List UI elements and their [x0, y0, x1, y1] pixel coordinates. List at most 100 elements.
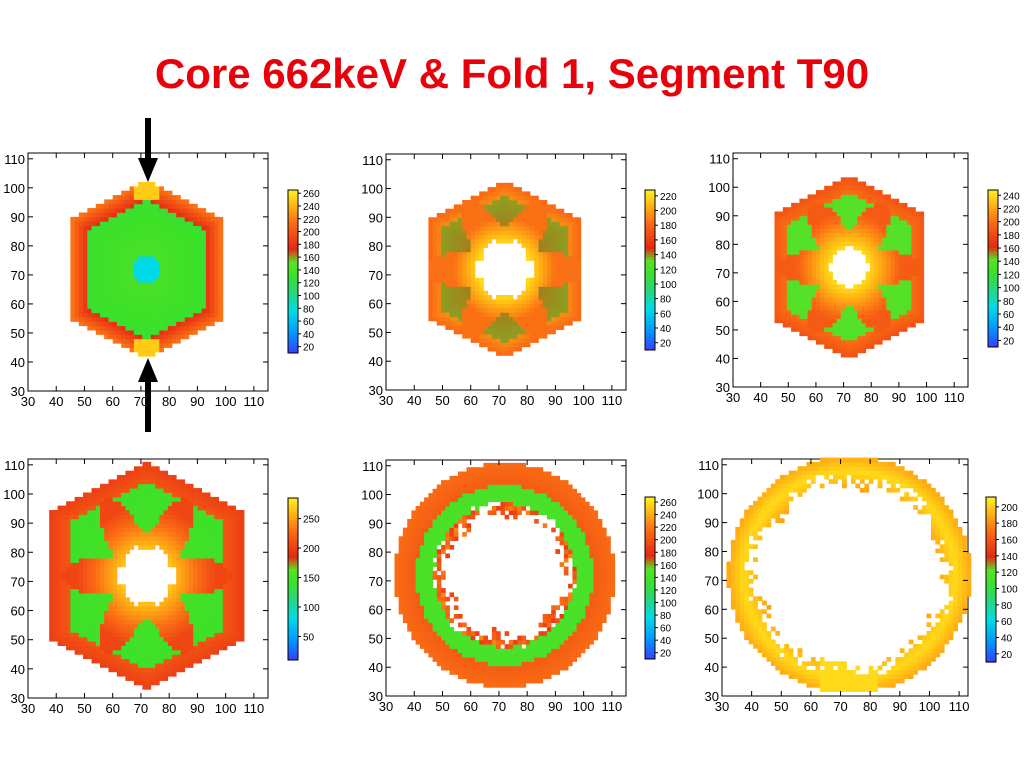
- heatmap-cell: [530, 226, 535, 231]
- heatmap-cell: [500, 299, 505, 304]
- heatmap-cell: [458, 260, 463, 266]
- heatmap-cell: [572, 256, 577, 261]
- heatmap-cell: [799, 220, 804, 225]
- heatmap-cell: [116, 251, 122, 257]
- heatmap-cell: [869, 335, 875, 341]
- heatmap-cell: [214, 225, 219, 231]
- heatmap-cell: [201, 269, 207, 274]
- heatmap-cell: [874, 254, 879, 259]
- heatmap-cell: [129, 663, 135, 668]
- heatmap-cell: [129, 671, 135, 677]
- heatmap-cell: [176, 536, 181, 541]
- heatmap-cell: [462, 200, 467, 205]
- heatmap-cell: [193, 243, 198, 248]
- heatmap-cell: [83, 601, 88, 607]
- heatmap-cell: [890, 254, 896, 259]
- heatmap-cell: [832, 207, 837, 212]
- heatmap-cell: [500, 338, 505, 343]
- heatmap-cell: [513, 320, 518, 326]
- heatmap-cell: [525, 200, 531, 205]
- heatmap-cell: [466, 325, 472, 330]
- heatmap-cell: [462, 295, 467, 300]
- heatmap-cell: [508, 320, 514, 326]
- heatmap-cell: [795, 292, 800, 298]
- heatmap-cell: [849, 211, 854, 217]
- heatmap-cell: [824, 241, 829, 247]
- heatmap-cell: [853, 314, 858, 319]
- heatmap-cell: [61, 584, 67, 590]
- heatmap-cell: [832, 331, 837, 337]
- heatmap-cell: [458, 290, 463, 296]
- heatmap-cell: [231, 545, 236, 550]
- heatmap-cell: [133, 347, 139, 353]
- heatmap-cell: [188, 649, 194, 655]
- heatmap-cell: [811, 258, 817, 264]
- heatmap-cell: [795, 211, 800, 217]
- heatmap-cell: [894, 275, 900, 281]
- heatmap-cell: [521, 308, 527, 313]
- heatmap-cell: [112, 308, 118, 314]
- heatmap-cell: [513, 226, 518, 231]
- heatmap-cell: [193, 282, 198, 287]
- heatmap-cell: [172, 601, 177, 607]
- heatmap-cell: [146, 680, 152, 686]
- colorbar-segment: [988, 336, 998, 340]
- heatmap-cell: [803, 258, 808, 264]
- heatmap-cell: [146, 256, 152, 261]
- heatmap-cell: [133, 251, 139, 257]
- heatmap-cell: [104, 597, 109, 603]
- heatmap-cell: [568, 221, 573, 227]
- heatmap-cell: [172, 290, 177, 296]
- heatmap-cell: [214, 317, 219, 322]
- heatmap-cell: [811, 211, 817, 217]
- heatmap-cell: [49, 531, 54, 537]
- heatmap-cell: [907, 275, 912, 281]
- heatmap-cell: [146, 654, 152, 660]
- heatmap-cell: [121, 619, 126, 625]
- heatmap-cell: [201, 654, 207, 660]
- heatmap-cell: [865, 202, 871, 208]
- heatmap-cell: [811, 327, 817, 332]
- heatmap-cell: [180, 203, 186, 209]
- heatmap-cell: [167, 531, 173, 537]
- heatmap-cell: [121, 212, 126, 218]
- heatmap-cell: [576, 295, 582, 300]
- heatmap-cell: [474, 320, 480, 326]
- heatmap-cell: [210, 286, 215, 292]
- heatmap-cell: [133, 531, 139, 537]
- heatmap-cell: [74, 623, 80, 629]
- heatmap-cell: [146, 208, 152, 213]
- heatmap-cell: [138, 601, 143, 607]
- heatmap-cell: [235, 549, 241, 555]
- heatmap-cell: [78, 308, 84, 314]
- heatmap-cell: [898, 297, 904, 302]
- heatmap-cell: [466, 251, 472, 257]
- heatmap-cell: [874, 198, 879, 204]
- heatmap-cell: [188, 553, 194, 559]
- heatmap-cell: [504, 320, 510, 326]
- colorbar-segment: [288, 198, 298, 202]
- heatmap-cell: [167, 273, 173, 279]
- colorbar-segment: [288, 293, 298, 297]
- heatmap-cell: [108, 562, 114, 568]
- heatmap-cell: [108, 658, 114, 664]
- heatmap-cell: [853, 181, 858, 187]
- heatmap-cell: [83, 636, 88, 642]
- heatmap-cell: [180, 649, 186, 655]
- heatmap-cell: [894, 237, 900, 242]
- heatmap-cell: [857, 331, 862, 337]
- heatmap-cell: [74, 290, 80, 296]
- heatmap-cell: [432, 316, 438, 322]
- heatmap-cell: [95, 299, 101, 305]
- heatmap-cell: [53, 597, 58, 603]
- heatmap-cell: [500, 308, 505, 313]
- heatmap-cell: [898, 241, 904, 247]
- heatmap-cell: [74, 256, 80, 261]
- heatmap-cell: [508, 208, 514, 214]
- heatmap-cell: [163, 536, 169, 541]
- heatmap-cell: [104, 649, 109, 655]
- heatmap-cell: [159, 221, 164, 226]
- heatmap-cell: [57, 628, 63, 633]
- heatmap-cell: [201, 623, 207, 629]
- x-tick-label: 90: [548, 393, 562, 408]
